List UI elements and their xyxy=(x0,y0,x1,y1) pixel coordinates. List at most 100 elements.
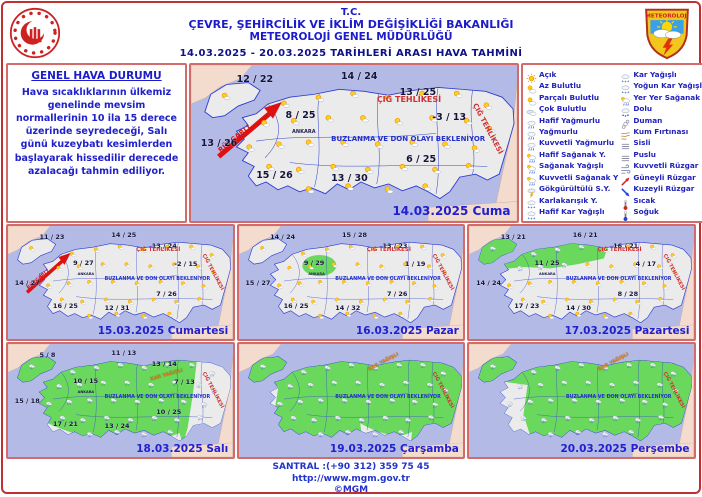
sun-icon xyxy=(526,69,537,80)
legend-item: Duman xyxy=(620,115,702,126)
turkey-map-wednesday xyxy=(239,344,464,457)
sun-small-cloud-icon xyxy=(526,80,537,91)
map-thursday: KAR YAĞIŞLI ÇIĞ TEHLİKESİ BUZLANMA VE DO… xyxy=(467,342,696,459)
legend-label: Kuvvetli Rüzgar xyxy=(633,161,698,170)
header-line2: ÇEVRE, ŞEHİRCİLİK VE İKLİM DEĞİŞİKLİĞİ B… xyxy=(64,18,638,31)
legend-item: Dolu xyxy=(620,103,702,114)
temp-w: 15 / 18 xyxy=(15,397,40,405)
temp-sw: 16 / 25 xyxy=(53,302,78,310)
temp-se: 10 / 25 xyxy=(156,408,181,416)
frost-warning: BUZLANMA VE DON OLAYI BEKLENİYOR xyxy=(566,395,672,400)
temp-e: 7 / 13 xyxy=(174,378,194,386)
turkey-map-sunday xyxy=(239,226,464,339)
hot-icon xyxy=(620,195,631,206)
frost-warning: BUZLANMA VE DON OLAYI BEKLENİYOR xyxy=(335,395,441,400)
legend-item: Açık xyxy=(526,69,618,80)
legend-label: Karlakarışık Y. xyxy=(539,196,598,205)
city-label-ankara: ANKARA xyxy=(78,272,94,276)
temp-e: 4 / 17 xyxy=(636,260,656,268)
hail-icon xyxy=(620,103,631,114)
map-date-label: 20.03.2025 Perşembe xyxy=(561,443,690,455)
light-shower-icon xyxy=(526,149,537,160)
legend-item: Soğuk xyxy=(620,206,702,217)
city-label-ankara: ANKARA xyxy=(292,129,316,135)
map-date-label: 14.03.2025 Cuma xyxy=(392,204,510,218)
logo-label: METEOROLOJİ xyxy=(645,13,688,20)
temp-w: 14 / 27 xyxy=(15,279,40,287)
thunderstorm-icon xyxy=(526,183,537,194)
frost-warning: BUZLANMA VE DON OLAYI BEKLENİYOR xyxy=(335,277,441,282)
legend-label: Soğuk xyxy=(633,207,659,216)
general-weather-box: GENEL HAVA DURUMU Hava sıcaklıklarının ü… xyxy=(6,63,187,223)
row-2: RÜZGARLI 11 / 23 14 / 25 13 / 24 9 / 27 … xyxy=(6,224,696,341)
legend-item: Sisli xyxy=(620,138,702,149)
temp-s: 13 / 24 xyxy=(105,422,130,430)
legend-label: Hafif Sağanak Y. xyxy=(539,150,606,159)
temp-center: 10 / 15 xyxy=(73,377,98,385)
general-weather-text: Hava sıcaklıklarının ülkemiz genelinde m… xyxy=(13,86,180,178)
legend-item: Hafif Yağmurlu xyxy=(526,115,618,126)
temp-sw: 16 / 25 xyxy=(284,302,309,310)
heavy-rain-icon xyxy=(526,137,537,148)
legend-label: Parçalı Bulutlu xyxy=(539,93,599,102)
temp-w: 14 / 24 xyxy=(476,279,501,287)
legend-label: Az Bulutlu xyxy=(539,81,581,90)
temp-s: 12 / 31 xyxy=(105,304,130,312)
sandstorm-icon xyxy=(620,126,631,137)
temp-se: 8 / 28 xyxy=(618,290,638,298)
temp-n: 15 / 28 xyxy=(342,231,367,239)
map-wednesday: KAR YAĞIŞLI ÇIĞ TEHLİKESİ BUZLANMA VE DO… xyxy=(237,342,466,459)
haze-icon xyxy=(620,149,631,160)
avalanche-warning: ÇIĞ TEHLİKESİ xyxy=(136,247,180,253)
frost-warning: BUZLANMA VE DON OLAYI BEKLENİYOR xyxy=(105,277,211,282)
avalanche-warning: ÇIĞ TEHLİKESİ xyxy=(377,95,441,104)
temp-sw: 17 / 23 xyxy=(514,302,539,310)
footer: SANTRAL :(+90 312) 359 75 45 http://www.… xyxy=(6,462,696,497)
legend-item: Az Bulutlu xyxy=(526,80,618,91)
light-rain-icon xyxy=(526,115,537,126)
sun-cloud-icon xyxy=(526,92,537,103)
legend-item: Yer Yer Sağanak Y. xyxy=(620,92,702,103)
legend-label: Güneyli Rüzgar xyxy=(633,173,695,182)
ministry-logo xyxy=(6,7,64,59)
legend-item: Puslu xyxy=(620,149,702,160)
legend-item: Güneyli Rüzgar xyxy=(620,172,702,183)
legend-label: Dolu xyxy=(633,104,652,113)
legend-item: Sıcak xyxy=(620,195,702,206)
legend-label: Kar Yağışlı xyxy=(633,70,676,79)
temp-nw: 13 / 21 xyxy=(501,233,526,241)
legend-label: Yağmurlu xyxy=(539,127,578,136)
legend-item: Yağmurlu xyxy=(526,126,618,137)
legend-label: Kuzeyli Rüzgar xyxy=(633,184,694,193)
temp-nw: 14 / 24 xyxy=(270,233,295,241)
map-date-label: 19.03.2025 Çarşamba xyxy=(330,443,459,455)
temp-se: 6 / 25 xyxy=(406,154,436,165)
legend-label: Duman xyxy=(633,116,662,125)
legend-item: Kuvvetli Yağmurlu xyxy=(526,138,618,149)
temp-nw: 5 / 8 xyxy=(39,351,55,359)
legend-label: Kuvvetli Sağanak Y xyxy=(539,173,618,182)
heavy-shower-icon xyxy=(526,172,537,183)
temp-center: 9 / 29 xyxy=(304,259,324,267)
legend-label: Hafif Kar Yağışlı xyxy=(539,207,604,216)
footer-website-link[interactable]: http://www.mgm.gov.tr xyxy=(292,474,410,484)
footer-phone: SANTRAL :(+90 312) 359 75 45 xyxy=(6,462,696,474)
temp-ne: 13 / 14 xyxy=(152,360,177,368)
city-label-ankara: ANKARA xyxy=(539,272,555,276)
map-tuesday: 5 / 8 11 / 13 13 / 14 10 / 15 7 / 13 15 … xyxy=(6,342,235,459)
temp-s: 14 / 30 xyxy=(566,304,591,312)
smoke-icon xyxy=(620,115,631,126)
frost-warning: BUZLANMA VE DON OLAYI BEKLENİYOR xyxy=(566,277,672,282)
sleet-icon xyxy=(526,195,537,206)
temp-nw: 12 / 22 xyxy=(237,74,274,85)
cold-icon xyxy=(620,206,631,217)
row-main: GENEL HAVA DURUMU Hava sıcaklıklarının ü… xyxy=(6,63,696,223)
local-shower-icon xyxy=(620,92,631,103)
legend-item: Parçalı Bulutlu xyxy=(526,92,618,103)
ministry-logo-icon xyxy=(9,7,61,59)
legend-label: Çok Bulutlu xyxy=(539,104,586,113)
turkey-map-monday xyxy=(469,226,694,339)
temp-w: 13 / 26 xyxy=(201,138,238,149)
temp-s: 13 / 30 xyxy=(331,173,368,184)
